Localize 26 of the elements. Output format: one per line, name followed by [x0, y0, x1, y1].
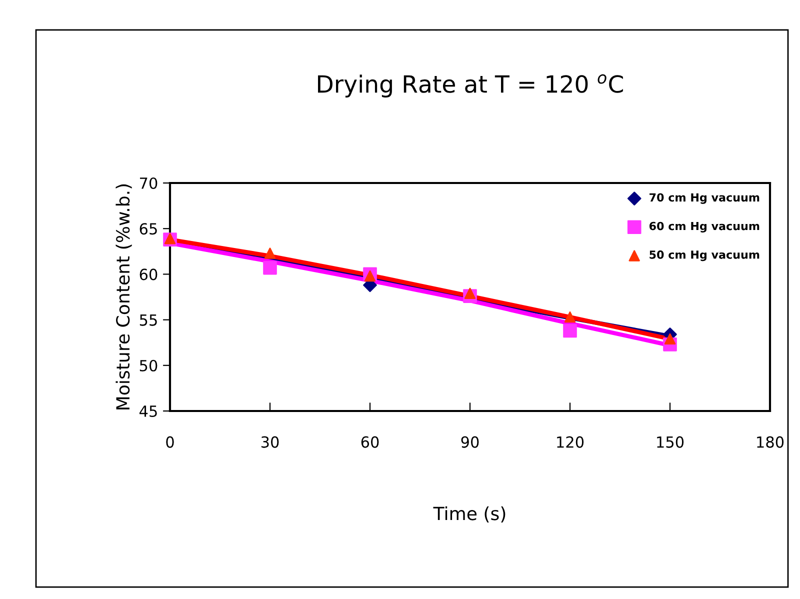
point — [664, 333, 676, 345]
x-tick-label: 120 — [557, 436, 584, 448]
point — [263, 260, 277, 275]
x-tick-label: 180 — [757, 436, 784, 448]
x-tick-label: 0 — [166, 436, 174, 448]
legend-label: 50 cm Hg vacuum — [650, 250, 760, 262]
point — [464, 288, 476, 299]
x-axis-title: Time (s) — [433, 506, 506, 522]
x-tick-label: 60 — [361, 436, 379, 448]
y-tick-label: 55 — [140, 314, 157, 326]
point — [563, 324, 577, 338]
legend-label: 70 cm Hg vacuum — [650, 193, 760, 204]
y-tick-label: 65 — [140, 223, 157, 235]
x-tick-label: 30 — [261, 436, 279, 448]
y-tick-label: 50 — [140, 360, 158, 372]
point — [364, 270, 376, 282]
legend-label: 60 cm Hg vacuum — [649, 222, 760, 232]
y-tick-label: 45 — [140, 406, 157, 418]
y-tick-label: 60 — [140, 268, 158, 280]
y-axis-title: Moisture Content (%w.b.) — [116, 184, 132, 410]
point — [264, 248, 276, 259]
x-tick-label: 90 — [461, 436, 479, 448]
x-tick-label: 150 — [657, 436, 684, 448]
y-tick-label: 70 — [140, 177, 158, 190]
chart-title: Drying Rate at T = 120 $^{o}$C — [318, 74, 623, 98]
point — [564, 311, 576, 323]
